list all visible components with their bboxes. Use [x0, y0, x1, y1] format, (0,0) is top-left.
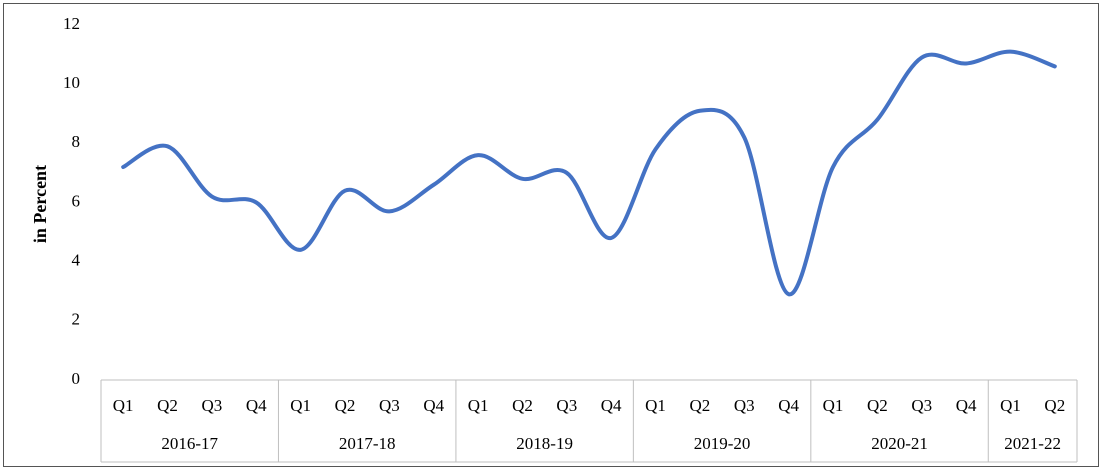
y-tick-label: 10	[63, 73, 80, 92]
x-tick-label: Q1	[823, 396, 844, 415]
x-tick-label: Q4	[601, 396, 622, 415]
group-label: 2020-21	[871, 434, 928, 453]
x-tick-label: Q3	[202, 396, 223, 415]
x-tick-label: Q4	[956, 396, 977, 415]
x-tick-label: Q4	[778, 396, 799, 415]
chart-border	[3, 3, 1099, 467]
y-tick-label: 0	[72, 369, 81, 388]
x-tick-label: Q4	[246, 396, 267, 415]
x-tick-label: Q2	[335, 396, 356, 415]
y-tick-label: 8	[72, 132, 81, 151]
x-tick-label: Q4	[423, 396, 444, 415]
y-tick-label: 6	[72, 191, 81, 210]
x-tick-label: Q3	[734, 396, 755, 415]
y-tick-label: 12	[63, 14, 80, 33]
group-label: 2016-17	[161, 434, 218, 453]
y-tick-label: 4	[72, 251, 81, 270]
x-tick-label: Q2	[867, 396, 888, 415]
group-label: 2019-20	[694, 434, 751, 453]
x-tick-label: Q3	[556, 396, 577, 415]
x-tick-label: Q1	[113, 396, 134, 415]
x-tick-label: Q2	[1044, 396, 1065, 415]
line	[121, 49, 1057, 297]
x-tick-label: Q2	[512, 396, 533, 415]
y-tick-label: 2	[72, 310, 81, 329]
group-label: 2021-22	[1004, 434, 1061, 453]
y-axis-label: in Percent	[30, 165, 50, 243]
x-tick-label: Q3	[911, 396, 932, 415]
x-tick-label: Q1	[645, 396, 666, 415]
x-tick-label: Q1	[1000, 396, 1021, 415]
x-tick-label: Q1	[468, 396, 489, 415]
group-label: 2018-19	[516, 434, 573, 453]
x-tick-label: Q2	[157, 396, 178, 415]
x-tick-label: Q1	[290, 396, 311, 415]
group-label: 2017-18	[339, 434, 396, 453]
x-tick-label: Q3	[379, 396, 400, 415]
x-tick-label: Q2	[690, 396, 711, 415]
